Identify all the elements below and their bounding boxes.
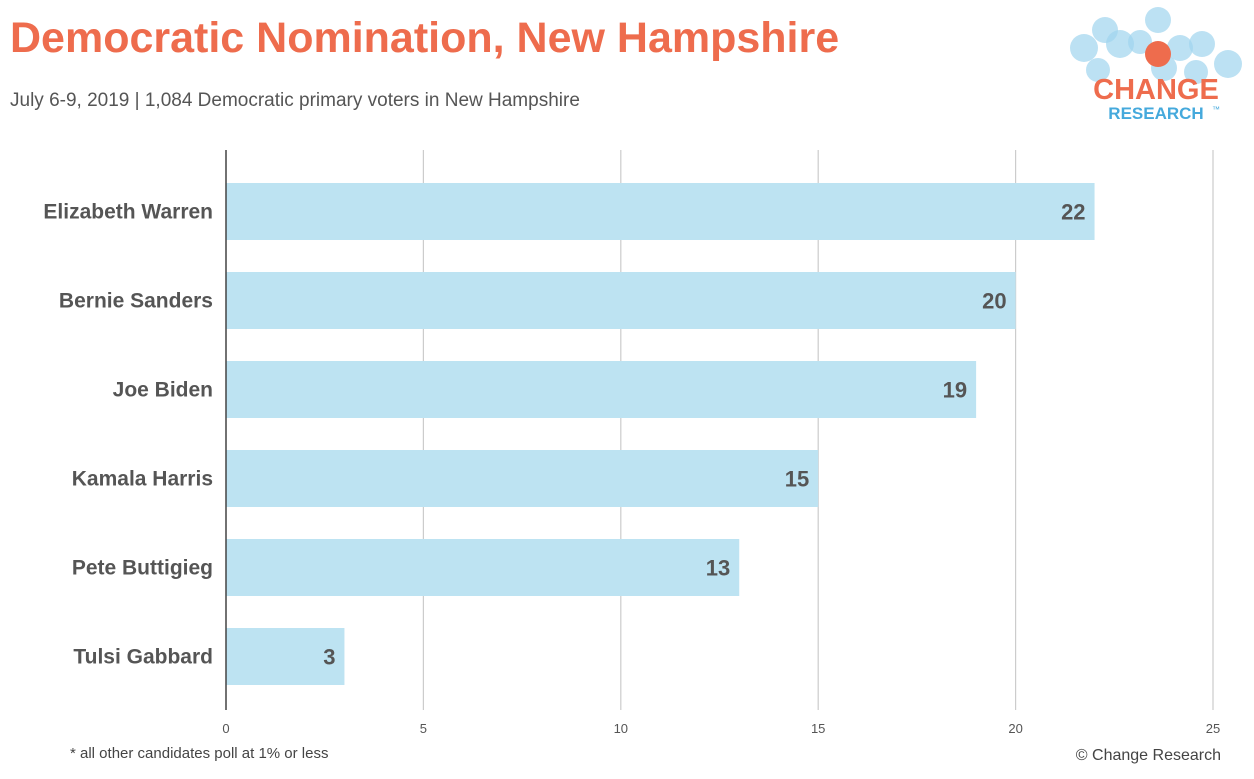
chart-subtitle: July 6-9, 2019 | 1,084 Democratic primar… [10,90,580,111]
bar-value-label: 3 [323,645,335,670]
bar [226,628,345,685]
bar-value-label: 22 [1061,200,1085,225]
bar-value-label: 20 [982,289,1006,314]
x-tick-label: 5 [420,721,427,736]
category-labels: Elizabeth Warren Bernie Sanders Joe Biden K… [43,201,213,669]
bar [226,539,740,596]
bar-value-label: 15 [785,467,809,492]
x-tick-label: 15 [811,721,825,736]
bar-value-label: 13 [706,556,730,581]
x-tick-label: 20 [1008,721,1022,736]
category-label: Bernie Sanders [59,290,213,313]
x-axis-ticks: 0 5 10 15 20 25 [222,721,1220,736]
change-research-logo: CHANGE RESEARCH ™ [1070,7,1242,123]
x-tick-label: 25 [1206,721,1220,736]
logo-text-research: RESEARCH [1108,104,1203,123]
category-label: Kamala Harris [72,468,213,491]
logo-bubbles-icon [1070,7,1242,84]
category-label: Joe Biden [113,379,213,402]
category-label: Pete Buttigieg [72,557,213,580]
bar [226,450,819,507]
bar [226,272,1016,329]
x-tick-label: 0 [222,721,229,736]
footnote: * all other candidates poll at 1% or les… [70,745,329,762]
bar [226,183,1095,240]
copyright-credit: © Change Research [1075,747,1221,764]
bars: 22 20 19 15 13 3 [226,183,1095,685]
bar-value-label: 19 [943,378,967,403]
category-label: Elizabeth Warren [43,201,213,224]
gridlines [422,150,1214,710]
logo-trademark: ™ [1212,105,1220,114]
chart-title: Democratic Nomination, New Hampshire [10,14,840,62]
bar [226,361,977,418]
x-tick-label: 10 [614,721,628,736]
logo-text-change: CHANGE [1093,74,1219,106]
category-label: Tulsi Gabbard [73,646,213,669]
